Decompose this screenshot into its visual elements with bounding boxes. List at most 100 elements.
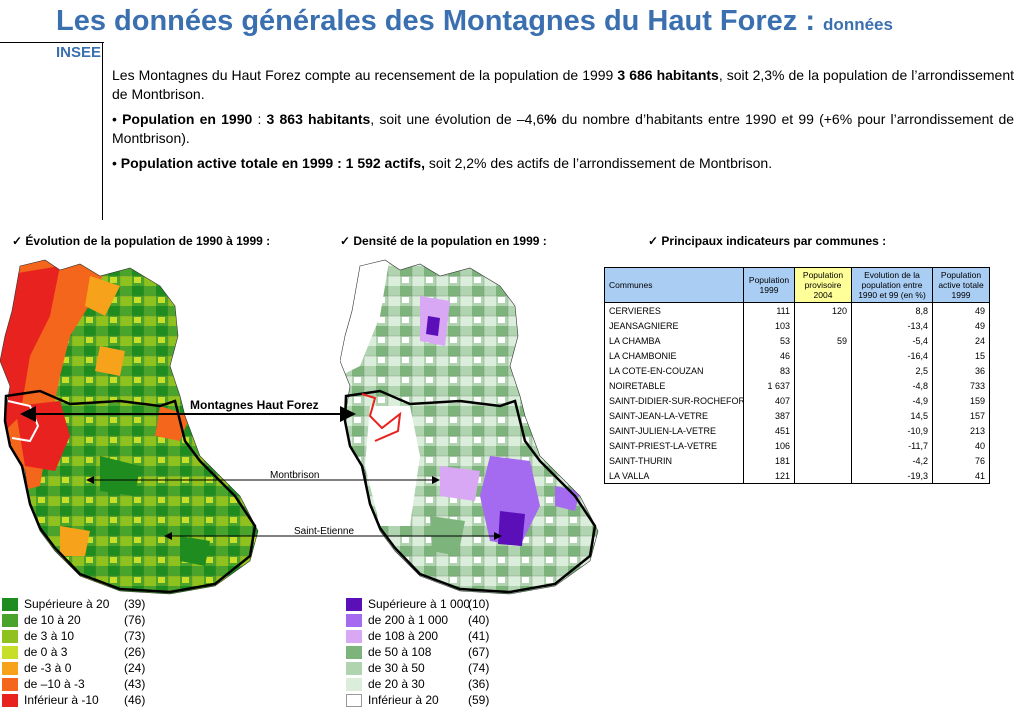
table-cell — [794, 348, 852, 363]
legend-swatch — [2, 613, 18, 627]
legend-label: de –10 à -3 — [24, 677, 85, 691]
table-cell: SAINT-PRIEST-LA-VETRE — [604, 438, 744, 453]
intro-paragraph-2: • Population en 1990 : 3 863 habitants, … — [112, 110, 1014, 148]
section-indicateurs-title: ✓ Principaux indicateurs par communes : — [648, 234, 887, 248]
legend-count: (43) — [124, 677, 146, 691]
table-cell: 111 — [743, 302, 795, 318]
table-cell: -4,8 — [851, 378, 933, 393]
legend-swatch — [346, 661, 362, 675]
page-title: Les données générales des Montagnes du H… — [56, 6, 893, 40]
legend-item: de 10 à 20 (76) — [2, 612, 164, 628]
legend-label: Supérieure à 20 — [24, 597, 110, 611]
intro-paragraph-1: Les Montagnes du Haut Forez compte au re… — [112, 66, 1014, 104]
table-cell: 41 — [932, 468, 990, 484]
table-cell: LA CHAMBA — [604, 333, 744, 348]
legend-count: (73) — [124, 629, 146, 643]
table-row: CERVIERES 111 120 8,8 49 — [604, 302, 990, 318]
table-cell: 103 — [743, 318, 795, 333]
legend-item: de -3 à 0 (24) — [2, 660, 164, 676]
text-span: % — [544, 111, 557, 127]
table-cell: 53 — [743, 333, 795, 348]
legend-label: de 0 à 3 — [24, 645, 68, 659]
table-row: JEANSAGNIERE 103 -13,4 49 — [604, 318, 990, 333]
table-cell — [794, 363, 852, 378]
bullet: • — [112, 111, 123, 127]
table-cell — [794, 438, 852, 453]
legend-swatch — [346, 597, 362, 611]
table-row: LA VALLA 121 -19,3 41 — [604, 468, 990, 484]
legend-swatch — [2, 693, 18, 707]
table-row: NOIRETABLE 1 637 -4,8 733 — [604, 378, 990, 393]
table-cell: 24 — [932, 333, 990, 348]
table-row: SAINT-PRIEST-LA-VETRE 106 -11,7 40 — [604, 438, 990, 453]
text-span: , soit 2,3% de la population de l’arrond… — [112, 67, 1014, 102]
legend-item: de 3 à 10 (73) — [2, 628, 164, 644]
table-cell: 2,5 — [851, 363, 933, 378]
intro-text: Les Montagnes du Haut Forez compte au re… — [112, 66, 1014, 179]
legend-label: de 20 à 30 — [368, 677, 425, 691]
title-main: Les données générales des Montagnes du H… — [56, 5, 815, 37]
legend-label: Supérieure à 1 000 — [368, 597, 471, 611]
legend-label: de 3 à 10 — [24, 629, 75, 643]
table-cell: LA VALLA — [604, 468, 744, 484]
table-header-row: Communes Population 1999 Population prov… — [604, 267, 990, 303]
legend-label: de 200 à 1 000 — [368, 613, 449, 627]
table-cell: 36 — [932, 363, 990, 378]
text-span: Population active totale en 1999 : 1 592… — [120, 155, 426, 171]
table-cell: 49 — [932, 318, 990, 333]
table-cell: JEANSAGNIERE — [604, 318, 744, 333]
legend-count: (74) — [468, 661, 490, 675]
table-cell — [794, 453, 852, 468]
legend-item: de 50 à 108 (67) — [346, 644, 508, 660]
legend-swatch — [346, 693, 362, 707]
legend-swatch — [2, 645, 18, 659]
table-cell: -16,4 — [851, 348, 933, 363]
table-cell: 213 — [932, 423, 990, 438]
legend-count: (46) — [124, 693, 146, 707]
table-cell: 49 — [932, 302, 990, 318]
table-cell — [794, 468, 852, 484]
legend-swatch — [346, 613, 362, 627]
table-cell: NOIRETABLE — [604, 378, 744, 393]
legend-label: de -3 à 0 — [24, 661, 72, 675]
divider-vertical — [102, 42, 103, 220]
table-cell — [794, 318, 852, 333]
table-cell: 387 — [743, 408, 795, 423]
column-header: Communes — [604, 267, 744, 303]
legend-item: de –10 à -3 (43) — [2, 676, 164, 692]
legend-label: Inférieur à -10 — [24, 693, 99, 707]
legend-densite: Supérieure à 1 000 (10) de 200 à 1 000 (40)… — [346, 596, 508, 708]
legend-count: (10) — [468, 597, 490, 611]
title-line2: INSEE — [56, 44, 102, 61]
bullet: • — [112, 155, 121, 171]
legend-item: Inférieur à 20 (59) — [346, 692, 508, 708]
text-span: du nombre d’habitants entre 1990 et 99 (… — [112, 111, 1015, 146]
table-row: SAINT-DIDIER-SUR-ROCHEFORT 407 -4,9 159 — [604, 393, 990, 408]
table-cell: LA CHAMBONIE — [604, 348, 744, 363]
text-span: : — [252, 111, 267, 127]
legend-item: de 200 à 1 000 (40) — [346, 612, 508, 628]
legend-item: Supérieure à 20 (39) — [2, 596, 164, 612]
table-cell: 106 — [743, 438, 795, 453]
legend-count: (24) — [124, 661, 146, 675]
table-cell: 8,8 — [851, 302, 933, 318]
text-span: Les Montagnes du Haut Forez compte au re… — [112, 67, 618, 83]
legend-swatch — [2, 677, 18, 691]
table-cell: 83 — [743, 363, 795, 378]
table-cell: 40 — [932, 438, 990, 453]
table-cell: -10,9 — [851, 423, 933, 438]
table-row: SAINT-JULIEN-LA-VETRE 451 -10,9 213 — [604, 423, 990, 438]
legend-label: de 10 à 20 — [24, 613, 81, 627]
table-cell: 76 — [932, 453, 990, 468]
legend-label: de 30 à 50 — [368, 661, 425, 675]
table-cell: SAINT-DIDIER-SUR-ROCHEFORT — [604, 393, 744, 408]
table-cell: 15 — [932, 348, 990, 363]
table-cell: SAINT-THURIN — [604, 453, 744, 468]
column-header: Evolution de la population entre 1990 et… — [851, 267, 933, 303]
legend-swatch — [346, 629, 362, 643]
text-span: Population en 1990 — [122, 111, 253, 127]
table-cell: 157 — [932, 408, 990, 423]
legend-item: Supérieure à 1 000 (10) — [346, 596, 508, 612]
table-cell: -19,3 — [851, 468, 933, 484]
